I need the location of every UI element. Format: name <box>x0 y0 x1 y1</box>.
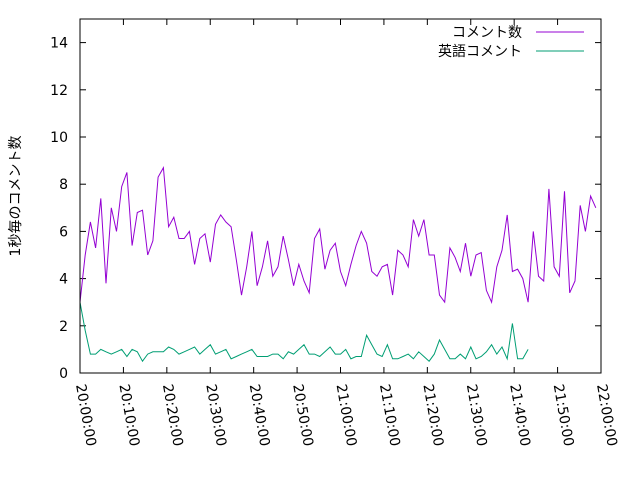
y-tick-label: 8 <box>59 177 68 193</box>
x-tick-label: 21:40:00 <box>506 383 533 448</box>
x-tick-label: 20:30:00 <box>202 383 229 448</box>
y-axis-label: 1秒毎のコメント数 <box>8 136 24 257</box>
x-tick-label: 21:10:00 <box>376 383 403 448</box>
x-tick-label: 20:00:00 <box>72 383 99 448</box>
x-axis: 20:00:00 20:10:00 20:20:00 20:30:00 20:40:00… <box>72 19 620 448</box>
y-tick-label: 4 <box>59 272 68 288</box>
x-tick-label: 21:50:00 <box>550 383 577 448</box>
legend-label-1: コメント数 <box>452 25 522 41</box>
plot-frame <box>79 18 602 374</box>
x-tick-label: 21:00:00 <box>333 383 360 448</box>
x-tick-label: 21:20:00 <box>419 383 446 448</box>
x-tick-label: 20:20:00 <box>159 383 186 448</box>
y-tick-label: 12 <box>50 83 68 99</box>
series-line-2 <box>79 302 529 363</box>
series-line-1 <box>79 166 597 304</box>
y-tick-label: 14 <box>50 36 68 52</box>
y-tick-label: 0 <box>59 366 68 382</box>
y-tick-label: 2 <box>59 319 68 335</box>
series-layer <box>79 166 597 363</box>
x-tick-label: 20:40:00 <box>246 383 273 448</box>
y-axis: 0 2 4 6 8 10 12 14 <box>50 36 601 382</box>
x-tick-label: 20:50:00 <box>289 383 316 448</box>
y-tick-label: 6 <box>59 224 68 240</box>
y-tick-label: 10 <box>50 130 68 146</box>
x-tick-label: 20:10:00 <box>115 383 142 448</box>
x-tick-label: 22:00:00 <box>593 383 620 448</box>
x-tick-label: 21:30:00 <box>463 383 490 448</box>
legend-label-2: 英語コメント <box>438 43 522 60</box>
